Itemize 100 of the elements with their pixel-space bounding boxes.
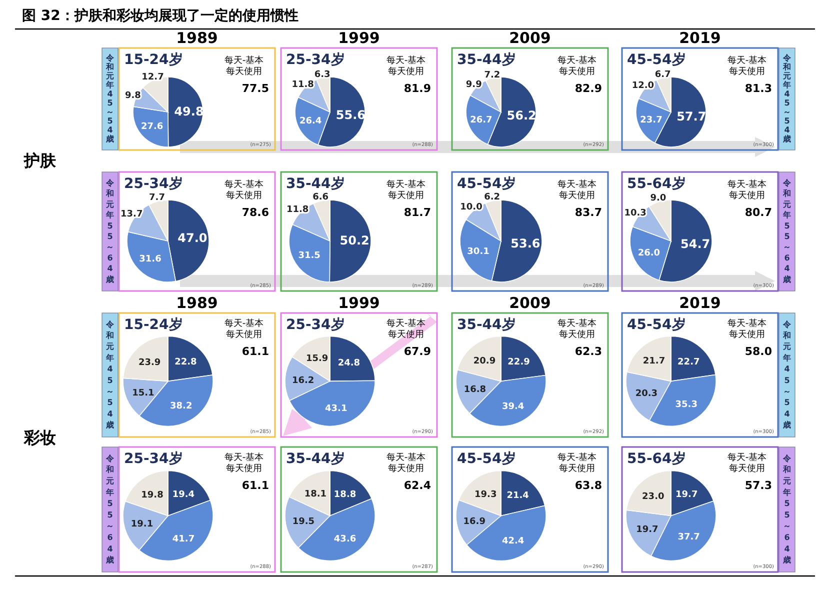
text: 63.8 [574,479,602,492]
data-label: 20.9 [473,356,496,366]
chart-subtitle: 1989 [176,294,218,312]
data-label: 10.0 [460,202,482,213]
data-label: 6.7 [654,70,671,80]
chart-title: 15-24岁 [124,52,183,68]
text: 81.3 [744,82,772,95]
chart-title: 35-44岁 [457,52,516,68]
chart-title: 45-54岁 [457,451,516,467]
data-label: 13.7 [120,209,143,220]
chart-title: 35-44岁 [286,176,345,192]
text: 每天使用 [729,463,765,474]
chart-subtitle: 2009 [509,294,551,312]
chart-subtitle: 2019 [679,29,721,47]
text: 每天使用 [559,329,595,340]
data-label: 21.7 [642,356,666,367]
data-label: 24.8 [338,358,360,368]
text: 每天-基本 [224,55,264,66]
data-label: 31.5 [298,250,320,261]
chart-title: 45-54岁 [457,176,516,192]
text: 58.0 [744,345,772,358]
text: 每天使用 [226,463,262,474]
data-label: 7.7 [149,192,165,203]
text: 每天-基本 [386,55,426,66]
text: 每天-基本 [557,452,597,463]
text: 81.7 [404,206,431,219]
data-label: 12.7 [142,72,164,82]
text: 每天-基本 [386,452,426,463]
data-label: 57.7 [676,109,706,124]
data-label: 19.8 [141,490,164,500]
text: 每天使用 [388,66,424,77]
data-label: 22.8 [174,357,197,368]
data-label: 19.4 [172,490,195,500]
text: 82.9 [574,82,602,95]
text: 62.4 [404,479,432,492]
text: 62.3 [574,345,602,358]
text: 每天使用 [388,329,424,340]
chart-subtitle: 1989 [176,29,218,47]
data-label: 50.2 [340,234,370,248]
text: 每天使用 [226,190,262,201]
text: 83.7 [574,206,602,219]
data-label: 26.0 [638,248,660,258]
text: 每天-基本 [727,452,767,463]
data-label: 27.6 [140,122,164,132]
chart-subtitle: 2009 [509,29,551,47]
data-label: 6.2 [484,192,500,202]
text: 57.3 [744,479,772,492]
data-label: 38.2 [170,401,192,412]
data-label: 43.6 [334,534,356,545]
text: 每天-基本 [224,452,264,463]
data-label: 19.7 [676,490,698,500]
data-label: 19.5 [292,517,315,528]
data-label: 53.6 [510,236,540,250]
data-label: 20.3 [635,388,658,399]
text: 77.5 [242,82,269,95]
data-label: 12.0 [632,81,654,92]
data-label: 22.7 [678,357,700,368]
text: 每天-基本 [386,179,426,190]
data-label: 16.2 [292,376,314,386]
data-label: 26.4 [300,116,322,127]
data-label: 11.8 [286,205,309,216]
text: 每天使用 [559,66,595,77]
text: 78.6 [242,206,270,219]
chart-title: 45-54岁 [627,317,686,333]
chart-title: 35-44岁 [286,451,345,467]
data-label: 26.7 [470,116,492,126]
data-label: 42.4 [502,536,524,546]
data-label: 16.9 [463,516,486,527]
text: 每天-基本 [557,55,597,66]
chart-subtitle: 1999 [338,29,380,47]
data-label: 23.7 [640,116,662,126]
data-label: 6.3 [314,70,330,80]
text: 令和元年45～54歳 [783,320,791,430]
chart-title: 55-64岁 [627,176,686,192]
text: 令和元年45～54歳 [783,53,791,144]
chart-title: 25-34岁 [286,317,345,333]
chart-title: 25-34岁 [124,176,183,192]
text: 每天使用 [388,463,424,474]
text: 81.9 [404,82,431,95]
data-label: 6.6 [312,192,329,203]
data-label: 18.8 [334,490,356,500]
text: 每天使用 [559,463,595,474]
text: 令和元年55～64歳 [783,178,791,284]
chart-subtitle: 2019 [679,294,721,312]
data-label: 16.8 [464,384,486,395]
text: 每天使用 [226,66,262,77]
text: 每天使用 [729,66,765,77]
chart-title: 55-64岁 [627,451,686,467]
text: 令和元年55～64歳 [783,454,791,565]
text: 67.9 [404,345,431,358]
data-label: 35.3 [675,400,698,410]
text: 令和元年45～54歳 [106,320,114,430]
data-label: 9.9 [466,80,482,90]
text: 彩妆 [23,428,56,447]
data-label: 41.7 [172,534,195,544]
data-label: 37.7 [678,532,700,543]
chart-title: 15-24岁 [124,317,183,333]
chart-title: 35-44岁 [457,317,516,333]
data-label: 43.1 [325,404,348,414]
chart-title: 45-54岁 [627,52,686,68]
